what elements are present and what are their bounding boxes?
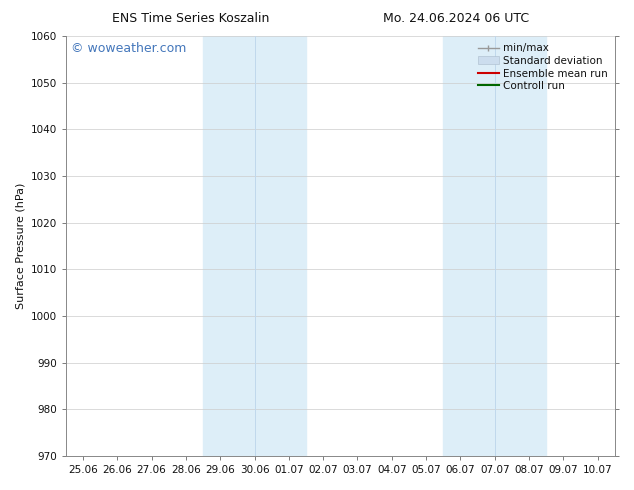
Bar: [203, 36, 306, 456]
Text: Mo. 24.06.2024 06 UTC: Mo. 24.06.2024 06 UTC: [384, 12, 529, 25]
Y-axis label: Surface Pressure (hPa): Surface Pressure (hPa): [15, 183, 25, 309]
Text: © woweather.com: © woweather.com: [71, 43, 186, 55]
Text: ENS Time Series Koszalin: ENS Time Series Koszalin: [112, 12, 269, 25]
Legend: min/max, Standard deviation, Ensemble mean run, Controll run: min/max, Standard deviation, Ensemble me…: [476, 41, 610, 93]
Bar: [443, 36, 547, 456]
